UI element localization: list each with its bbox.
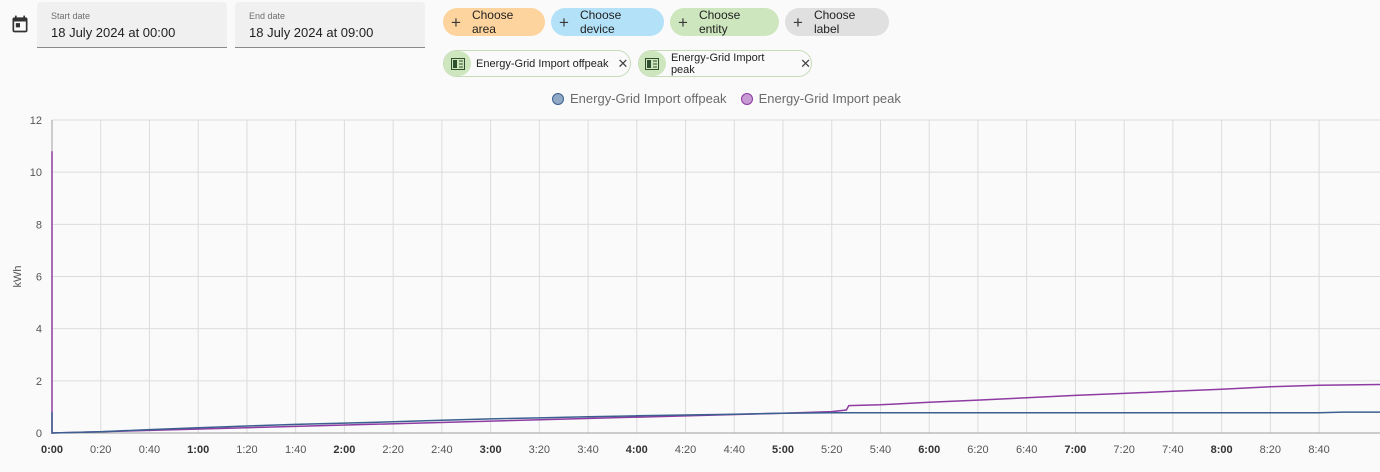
start-date-label: Start date — [51, 11, 91, 21]
x-tick-label: 3:00 — [480, 444, 502, 456]
x-tick-label: 6:20 — [967, 444, 988, 456]
plus-icon: + — [451, 12, 461, 32]
y-tick-label: 10 — [30, 167, 42, 179]
choose-device-button[interactable]: + Choose device — [551, 8, 664, 36]
entity-chip-offpeak[interactable]: Energy-Grid Import offpeak ✕ — [443, 50, 631, 77]
choose-device-label: Choose device — [579, 8, 622, 36]
x-tick-label: 8:00 — [1211, 444, 1233, 456]
start-date-field[interactable]: Start date 18 July 2024 at 00:00 — [37, 2, 227, 48]
x-tick-label: 7:00 — [1064, 444, 1086, 456]
y-tick-label: 2 — [36, 376, 42, 388]
y-tick-label: 8 — [36, 219, 42, 231]
choose-label-button[interactable]: + Choose label — [785, 8, 889, 36]
legend-item-peak[interactable]: Energy-Grid Import peak — [740, 91, 901, 106]
x-tick-label: 7:20 — [1113, 444, 1134, 456]
end-date-label: End date — [249, 11, 286, 21]
remove-icon[interactable]: ✕ — [617, 55, 629, 71]
series-line-offpeak — [51, 411, 1380, 434]
x-tick-label: 1:40 — [285, 444, 306, 456]
plus-icon: + — [559, 12, 569, 32]
plus-icon: + — [678, 12, 688, 32]
y-tick-label: 4 — [36, 324, 42, 336]
x-tick-label: 5:20 — [821, 444, 842, 456]
entity-chip-peak[interactable]: Energy-Grid Import peak ✕ — [638, 50, 812, 77]
legend-item-offpeak[interactable]: Energy-Grid Import offpeak — [552, 91, 727, 106]
x-tick-label: 2:00 — [333, 444, 355, 456]
choose-label-label: Choose label — [813, 8, 856, 36]
legend-label: Energy-Grid Import offpeak — [570, 91, 727, 106]
plus-icon: + — [793, 12, 803, 32]
x-tick-label: 5:00 — [772, 444, 794, 456]
x-tick-label: 5:40 — [870, 444, 891, 456]
legend-label: Energy-Grid Import peak — [758, 91, 901, 106]
entity-chip-label: Energy-Grid Import offpeak — [476, 57, 609, 70]
x-tick-label: 2:40 — [431, 444, 452, 456]
x-tick-label: 6:00 — [918, 444, 940, 456]
x-tick-label: 4:20 — [675, 444, 696, 456]
chart-legend: Energy-Grid Import offpeak Energy-Grid I… — [552, 91, 915, 106]
meter-icon — [639, 51, 666, 76]
start-date-value: 18 July 2024 at 00:00 — [51, 25, 176, 40]
x-tick-label: 0:40 — [139, 444, 160, 456]
series-line-peak — [51, 151, 1380, 434]
calendar-icon[interactable] — [10, 14, 30, 34]
x-tick-label: 4:40 — [724, 444, 745, 456]
choose-entity-button[interactable]: + Choose entity — [670, 8, 779, 36]
legend-marker — [552, 92, 564, 105]
x-tick-label: 4:00 — [626, 444, 648, 456]
legend-marker — [740, 92, 753, 105]
y-axis-label: kWh — [12, 266, 24, 288]
end-date-field[interactable]: End date 18 July 2024 at 09:00 — [235, 2, 425, 48]
x-tick-label: 8:20 — [1260, 444, 1281, 456]
x-tick-label: 7:40 — [1162, 444, 1183, 456]
entity-chip-label: Energy-Grid Import peak — [670, 51, 765, 76]
x-tick-label: 0:20 — [90, 444, 111, 456]
choose-area-button[interactable]: + Choose area — [443, 8, 545, 36]
x-tick-label: 2:20 — [382, 444, 403, 456]
x-tick-label: 3:40 — [577, 444, 598, 456]
x-tick-label: 6:40 — [1016, 444, 1037, 456]
remove-icon[interactable]: ✕ — [800, 55, 811, 71]
choose-entity-label: Choose entity — [698, 8, 741, 36]
y-tick-label: 0 — [36, 428, 42, 440]
history-chart[interactable]: 0 2 4 6 8 10 12 0:00 0:20 0:40 1:00 1:20 1:40 2:00 2:2… — [0, 110, 1380, 472]
y-tick-label: 12 — [30, 115, 42, 127]
choose-area-label: Choose area — [471, 8, 514, 36]
x-tick-label: 1:20 — [236, 444, 257, 456]
meter-icon — [444, 51, 471, 76]
x-tick-label: 0:00 — [41, 444, 63, 456]
y-tick-label: 6 — [36, 272, 42, 284]
end-date-value: 18 July 2024 at 09:00 — [249, 25, 374, 40]
x-tick-label: 8:40 — [1308, 444, 1329, 456]
x-tick-label: 1:00 — [187, 444, 209, 456]
x-tick-label: 3:20 — [529, 444, 550, 456]
